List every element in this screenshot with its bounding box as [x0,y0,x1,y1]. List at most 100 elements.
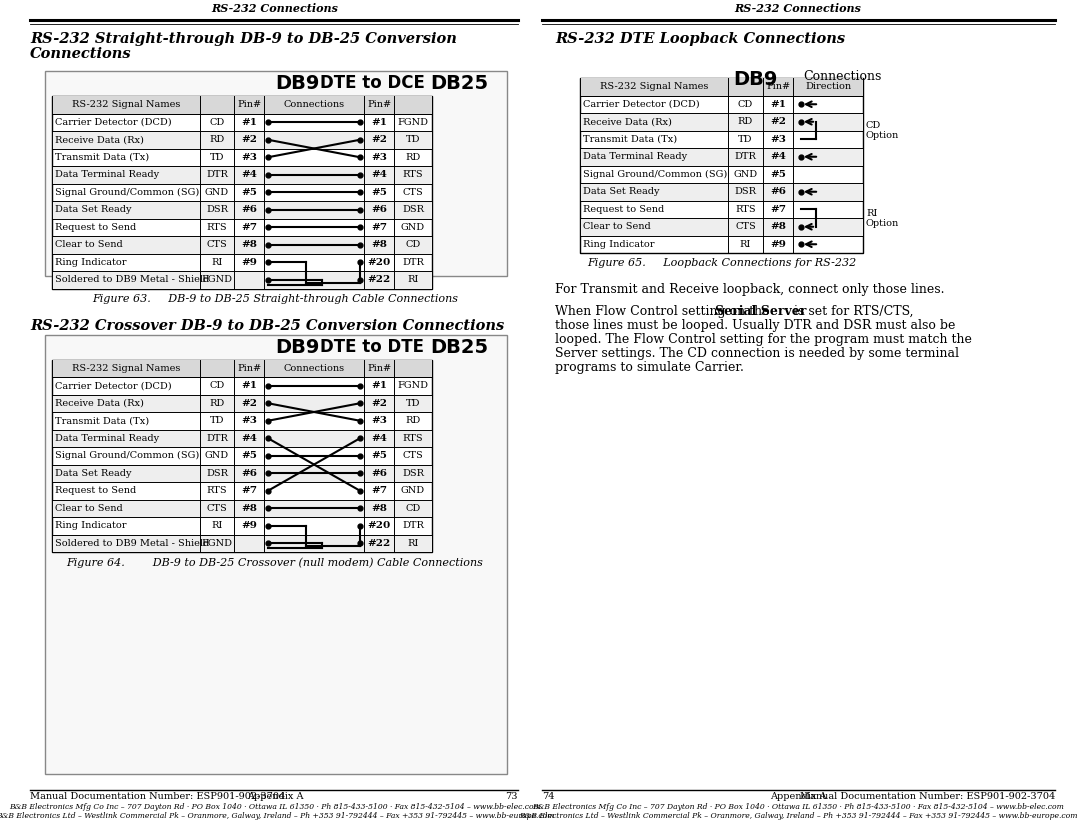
Text: #9: #9 [241,258,257,267]
Bar [52,201,432,219]
Text: Request to Send: Request to Send [583,205,664,214]
Text: #5: #5 [770,170,786,178]
Text: TD: TD [406,399,420,408]
Text: Pin#: Pin# [766,83,791,91]
Text: DTR: DTR [206,170,228,179]
Text: RS-232 Connections: RS-232 Connections [734,3,862,14]
Text: DTR: DTR [206,434,228,443]
Text: CD: CD [210,381,225,390]
Text: RTS: RTS [403,434,423,443]
Text: CD: CD [866,121,881,130]
Text: Data Terminal Ready: Data Terminal Ready [55,170,159,179]
Text: Direction: Direction [805,83,851,91]
Text: B&B Electronics Ltd – Westlink Commercial Pk – Oranmore, Galway, Ireland – Ph +3: B&B Electronics Ltd – Westlink Commercia… [518,812,1077,820]
Text: is set for RTS/CTS,: is set for RTS/CTS, [791,305,914,318]
Text: Receive Data (Rx): Receive Data (Rx) [55,399,144,408]
Bar [52,359,432,552]
Text: #5: #5 [372,451,387,460]
Text: FGND: FGND [202,275,232,284]
Bar [45,71,507,276]
Text: Carrier Detector (DCD): Carrier Detector (DCD) [55,118,172,127]
Text: CD: CD [405,240,420,249]
Bar [52,236,432,254]
Text: CD: CD [738,100,753,108]
Text: #1: #1 [770,100,786,108]
Text: DB9: DB9 [275,338,320,356]
Text: #4: #4 [241,170,257,179]
Text: GND: GND [401,486,426,495]
Text: #4: #4 [372,170,387,179]
Bar [580,78,863,96]
Text: DTE to DTE: DTE to DTE [320,338,424,355]
Text: #9: #9 [770,239,786,249]
Text: #8: #8 [372,240,387,249]
Text: #3: #3 [241,416,257,425]
Bar [580,183,863,200]
Bar [580,218,863,235]
Text: Soldered to DB9 Metal - Shield: Soldered to DB9 Metal - Shield [55,275,210,284]
Text: #2: #2 [770,118,786,126]
Text: B&B Electronics Mfg Co Inc – 707 Dayton Rd · PO Box 1040 · Ottawa IL 61350 · Ph : B&B Electronics Mfg Co Inc – 707 Dayton … [9,803,541,811]
Text: CTS: CTS [403,451,423,460]
Text: Transmit Data (Tx): Transmit Data (Tx) [583,135,677,143]
Text: Pin#: Pin# [237,100,261,109]
Text: #2: #2 [241,399,257,408]
Text: DB25: DB25 [430,338,488,356]
Text: Pin#: Pin# [367,364,391,373]
Text: #9: #9 [241,521,257,530]
Bar [52,96,432,289]
Text: #22: #22 [367,539,391,548]
Bar [45,334,507,774]
Text: Manual Documentation Number: ESP901-902-3704: Manual Documentation Number: ESP901-902-… [800,792,1055,801]
Text: Ring Indicator: Ring Indicator [55,521,126,530]
Text: DB9: DB9 [733,70,778,89]
Text: #20: #20 [367,258,391,267]
Text: Carrier Detector (DCD): Carrier Detector (DCD) [583,100,700,108]
Text: CTS: CTS [735,222,756,231]
Text: Pin#: Pin# [367,100,391,109]
Text: RS-232 Signal Names: RS-232 Signal Names [71,100,180,109]
Bar [52,394,432,412]
Bar [52,500,432,517]
Text: #6: #6 [241,205,257,214]
Bar [52,131,432,148]
Text: RI: RI [212,258,222,267]
Text: TD: TD [210,153,225,162]
Text: #1: #1 [241,118,257,127]
Text: Figure 65.     Loopback Connections for RS-232: Figure 65. Loopback Connections for RS-2… [586,258,856,268]
Text: Request to Send: Request to Send [55,223,136,232]
Text: #2: #2 [241,135,257,144]
Text: #7: #7 [241,486,257,495]
Text: #4: #4 [770,153,786,161]
Text: DSR: DSR [206,205,228,214]
Text: GND: GND [205,188,229,197]
Text: 74: 74 [542,792,554,801]
Bar [52,96,432,113]
Text: RI: RI [212,521,222,530]
Text: #2: #2 [372,399,387,408]
Bar [52,166,432,183]
Text: RD: RD [210,399,225,408]
Text: #8: #8 [241,504,257,513]
Text: CD: CD [210,118,225,127]
Text: #1: #1 [372,381,387,390]
Text: RI: RI [740,239,752,249]
Bar [52,535,432,552]
Text: Signal Ground/Common (SG): Signal Ground/Common (SG) [583,169,727,178]
Text: B&B Electronics Ltd – Westlink Commercial Pk – Oranmore, Galway, Ireland – Ph +3: B&B Electronics Ltd – Westlink Commercia… [0,812,554,820]
Text: RD: RD [405,153,420,162]
Text: RI: RI [407,539,419,548]
Text: #6: #6 [372,205,387,214]
Text: RS-232 Connections: RS-232 Connections [212,3,338,14]
Text: TD: TD [739,135,753,143]
Text: Clear to Send: Clear to Send [55,240,123,249]
Text: #8: #8 [770,222,786,231]
Text: Soldered to DB9 Metal - Shield: Soldered to DB9 Metal - Shield [55,539,210,548]
Text: RI: RI [407,275,419,284]
Text: Receive Data (Rx): Receive Data (Rx) [55,135,144,144]
Text: DTR: DTR [402,521,424,530]
Text: DSR: DSR [206,469,228,478]
Text: RD: RD [738,118,753,126]
Text: #1: #1 [241,381,257,390]
Text: #5: #5 [372,188,387,197]
